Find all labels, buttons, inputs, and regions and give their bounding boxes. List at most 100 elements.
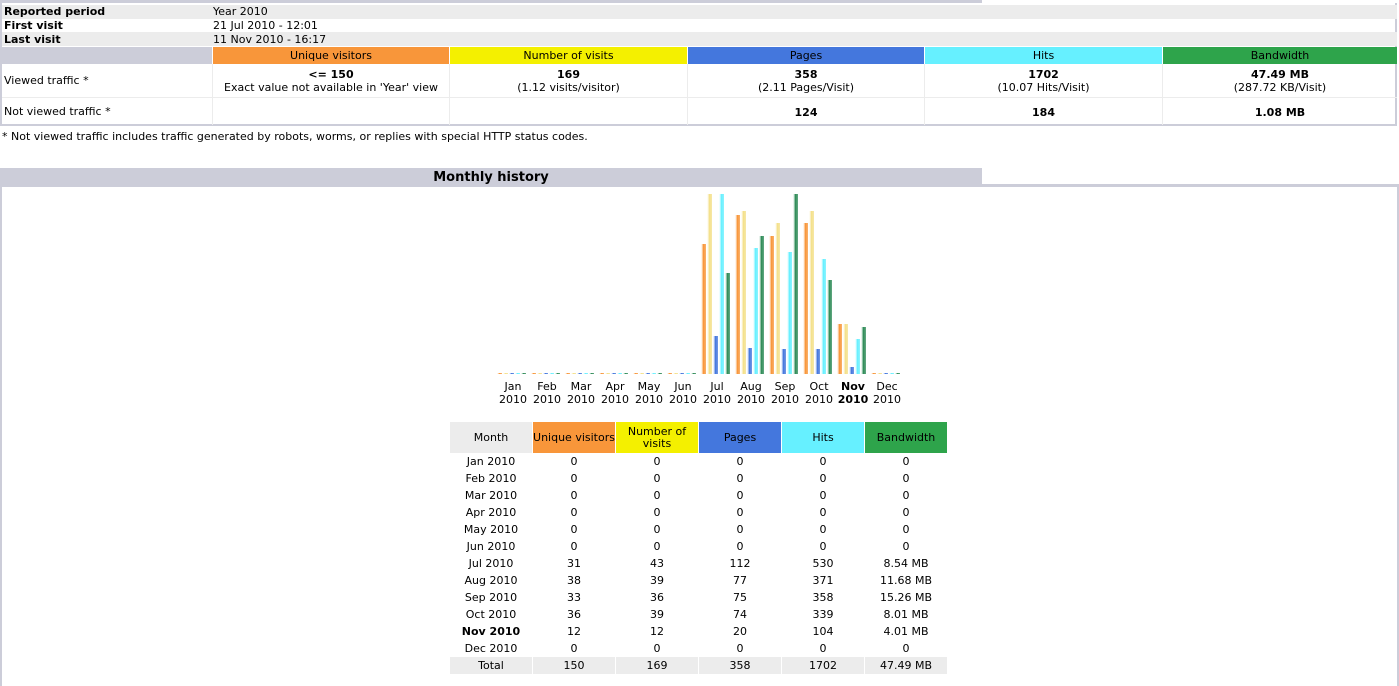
cell-hits: 0 bbox=[819, 455, 827, 468]
header-hits: Hits bbox=[925, 47, 1162, 64]
chart-bar-bandwidth bbox=[657, 373, 662, 374]
cell-pages: 0 bbox=[736, 523, 744, 536]
cell-month: Feb 2010 bbox=[465, 472, 517, 485]
cell-month: Sep 2010 bbox=[464, 591, 518, 604]
table-row: Feb 2010 0 0 0 0 0 bbox=[450, 470, 947, 487]
cell-number-of-visits: 12 bbox=[650, 625, 664, 638]
cell-unique-visitors: 0 bbox=[570, 540, 578, 553]
cell-bandwidth: 0 bbox=[902, 523, 910, 536]
chart-bar-bandwidth bbox=[589, 373, 594, 374]
cell-pages: 0 bbox=[736, 472, 744, 485]
chart-month-label-year: 2010 bbox=[635, 393, 663, 406]
last-visit-label: Last visit bbox=[4, 33, 61, 46]
chart-bar-hits bbox=[651, 373, 656, 374]
cell-unique-visitors: 0 bbox=[570, 642, 578, 655]
cell-unique-visitors: 0 bbox=[570, 506, 578, 519]
chart-bar-pages bbox=[543, 373, 548, 374]
summary-top-strip bbox=[0, 0, 982, 3]
monthly-history-table: Month Unique visitors Number of visits P… bbox=[449, 422, 948, 674]
chart-bar-hits bbox=[787, 252, 792, 374]
chart-bar-pages bbox=[509, 373, 514, 374]
cell-month: Aug 2010 bbox=[464, 574, 518, 587]
column-separator bbox=[449, 64, 450, 125]
table-total-row: Total 150 169 358 1702 47.49 MB bbox=[450, 657, 947, 674]
cell-unique-visitors: 0 bbox=[570, 489, 578, 502]
chart-month-label-year: 2010 bbox=[873, 393, 901, 406]
first-visit-label: First visit bbox=[4, 19, 63, 32]
table-row: Sep 2010 33 36 75 358 15.26 MB bbox=[450, 589, 947, 606]
not-viewed-bandwidth-value: 1.08 MB bbox=[1254, 106, 1306, 119]
chart-month-label-month: Aug bbox=[740, 380, 762, 393]
monthly-history-frame bbox=[0, 187, 1399, 686]
viewed-pages-ratio: (2.11 Pages/Visit) bbox=[757, 81, 855, 94]
chart-bar-unique bbox=[531, 373, 536, 374]
table-row: Jan 2010 0 0 0 0 0 bbox=[450, 453, 947, 470]
chart-bar-bandwidth bbox=[861, 327, 866, 374]
chart-month-label: Nov 2010 bbox=[836, 380, 870, 406]
total-cell-unique-visitors: 150 bbox=[533, 657, 615, 674]
viewed-hits-value: 1702 bbox=[1028, 68, 1059, 81]
not-viewed-pages-value: 124 bbox=[794, 106, 818, 119]
chart-month-label-month: Jan bbox=[504, 380, 522, 393]
chart-bar-unique bbox=[871, 373, 876, 374]
cell-unique-visitors: 33 bbox=[567, 591, 581, 604]
cell-bandwidth: 11.68 MB bbox=[879, 574, 933, 587]
cell-month: May 2010 bbox=[463, 523, 519, 536]
cell-unique-visitors: 36 bbox=[567, 608, 581, 621]
chart-bar-pages bbox=[577, 373, 582, 374]
col-header-unique-visitors: Unique visitors bbox=[533, 422, 615, 453]
chart-bar-hits bbox=[719, 194, 724, 374]
table-row: Nov 2010 12 12 20 104 4.01 MB bbox=[450, 623, 947, 640]
cell-month: Mar 2010 bbox=[464, 489, 518, 502]
viewed-traffic-label: Viewed traffic * bbox=[4, 74, 89, 87]
chart-month-label-year: 2010 bbox=[771, 393, 799, 406]
first-visit-value: 21 Jul 2010 - 12:01 bbox=[213, 19, 318, 32]
chart-bar-visits bbox=[503, 373, 508, 374]
not-viewed-traffic-label: Not viewed traffic * bbox=[4, 105, 111, 118]
chart-month-label-year: 2010 bbox=[805, 393, 833, 406]
cell-bandwidth: 0 bbox=[902, 472, 910, 485]
viewed-visits-ratio: (1.12 visits/visitor) bbox=[517, 81, 620, 94]
chart-bar-hits bbox=[515, 373, 520, 374]
chart-month-label-month: Sep bbox=[774, 380, 796, 393]
chart-bar-bandwidth bbox=[759, 236, 764, 374]
reported-period-row-bg bbox=[2, 5, 1397, 18]
cell-unique-visitors: 38 bbox=[567, 574, 581, 587]
chart-month-label: Mar 2010 bbox=[564, 380, 598, 406]
cell-unique-visitors: 0 bbox=[570, 472, 578, 485]
chart-bar-pages bbox=[713, 336, 718, 374]
header-unique-visitors: Unique visitors bbox=[213, 47, 449, 64]
chart-bar-visits bbox=[843, 324, 848, 374]
cell-number-of-visits: 0 bbox=[653, 489, 661, 502]
cell-pages: 0 bbox=[736, 540, 744, 553]
row-separator bbox=[2, 97, 1397, 98]
not-viewed-hits-value: 184 bbox=[1032, 106, 1055, 119]
chart-month-label-month: Mar bbox=[570, 380, 592, 393]
table-row: Aug 2010 38 39 77 371 11.68 MB bbox=[450, 572, 947, 589]
column-separator bbox=[1162, 64, 1163, 125]
table-row: May 2010 0 0 0 0 0 bbox=[450, 521, 947, 538]
chart-month-label-year: 2010 bbox=[703, 393, 731, 406]
chart-month-label: Jan 2010 bbox=[496, 380, 530, 406]
total-cell-month: Total bbox=[450, 657, 532, 674]
chart-bar-unique bbox=[633, 373, 638, 374]
chart-bar-visits bbox=[673, 373, 678, 374]
cell-bandwidth: 0 bbox=[902, 540, 910, 553]
cell-month: Jan 2010 bbox=[466, 455, 516, 468]
col-header-hits: Hits bbox=[782, 422, 864, 453]
cell-bandwidth: 0 bbox=[902, 506, 910, 519]
chart-bar-visits bbox=[605, 373, 610, 374]
table-row: Jun 2010 0 0 0 0 0 bbox=[450, 538, 947, 555]
cell-number-of-visits: 0 bbox=[653, 540, 661, 553]
cell-hits: 371 bbox=[812, 574, 834, 587]
cell-hits: 104 bbox=[812, 625, 834, 638]
col-header-pages: Pages bbox=[699, 422, 781, 453]
cell-number-of-visits: 0 bbox=[653, 523, 661, 536]
header-bandwidth: Bandwidth bbox=[1163, 47, 1397, 64]
chart-month-label-month: Jun bbox=[674, 380, 692, 393]
chart-bar-hits bbox=[821, 259, 826, 374]
cell-number-of-visits: 0 bbox=[653, 455, 661, 468]
chart-bar-bandwidth bbox=[521, 373, 526, 374]
chart-month-label: Jun 2010 bbox=[666, 380, 700, 406]
